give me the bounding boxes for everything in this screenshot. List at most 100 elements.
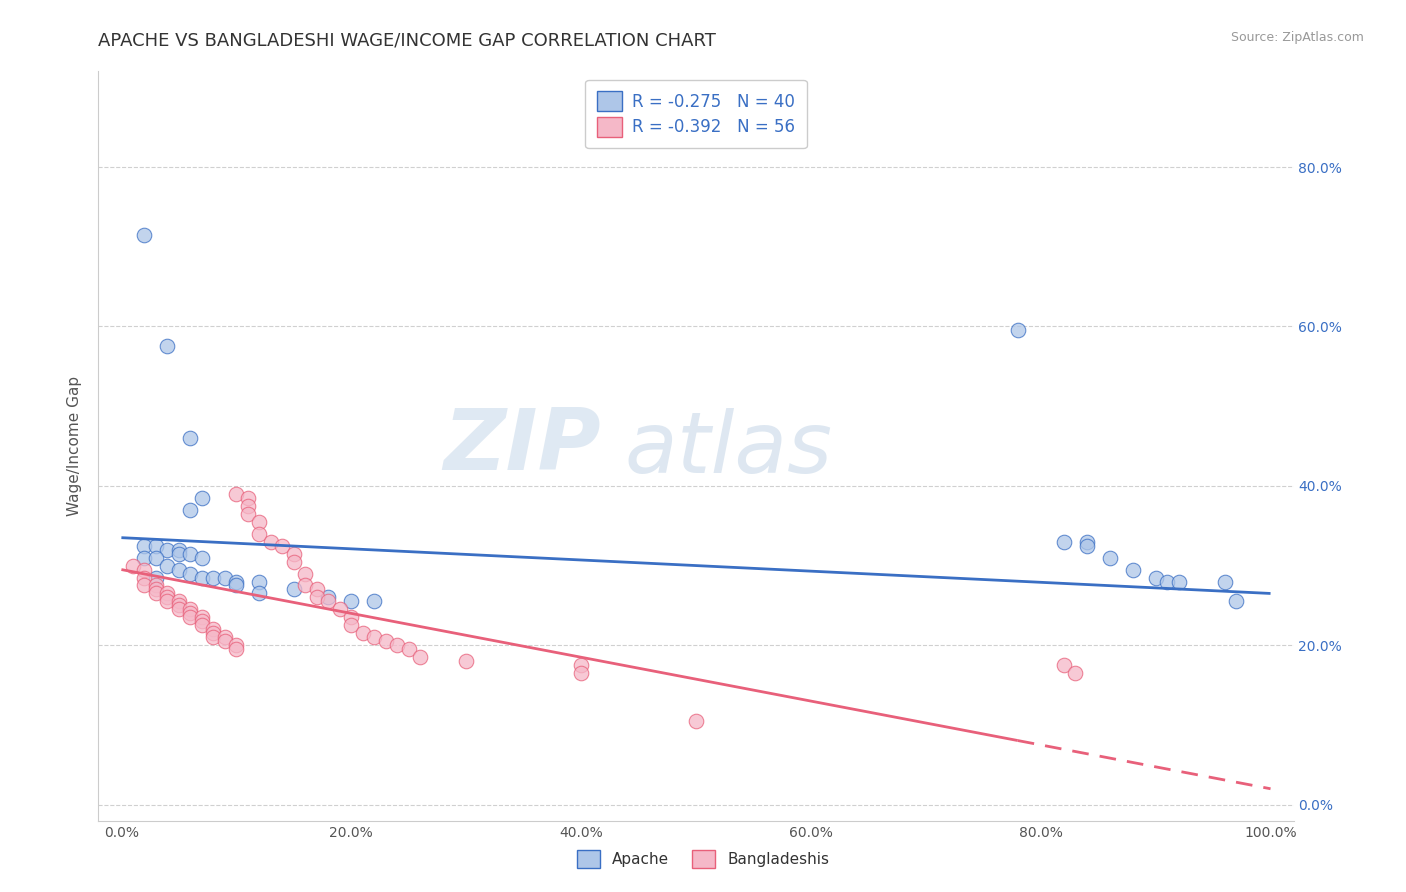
Point: [260, 534, 283, 549]
Point: [156, 558, 179, 573]
Point: [156, 339, 179, 353]
Point: [283, 555, 305, 569]
Point: [167, 563, 190, 577]
Text: Source: ZipAtlas.com: Source: ZipAtlas.com: [1230, 31, 1364, 45]
Point: [283, 547, 305, 561]
Point: [305, 582, 328, 597]
Point: [363, 594, 385, 608]
Point: [167, 602, 190, 616]
Point: [156, 591, 179, 605]
Point: [247, 526, 270, 541]
Point: [363, 630, 385, 644]
Point: [179, 431, 201, 445]
Point: [225, 638, 247, 652]
Point: [1156, 574, 1178, 589]
Point: [191, 610, 214, 624]
Point: [202, 570, 225, 584]
Text: ZIP: ZIP: [443, 404, 600, 488]
Point: [236, 491, 259, 505]
Legend: R = -0.275   N = 40, R = -0.392   N = 56: R = -0.275 N = 40, R = -0.392 N = 56: [585, 79, 807, 148]
Point: [1213, 574, 1236, 589]
Point: [247, 574, 270, 589]
Legend: Apache, Bangladeshis: Apache, Bangladeshis: [569, 843, 837, 875]
Point: [236, 499, 259, 513]
Point: [145, 539, 167, 553]
Point: [191, 491, 214, 505]
Point: [179, 566, 201, 581]
Point: [316, 594, 339, 608]
Point: [191, 570, 214, 584]
Point: [134, 570, 156, 584]
Text: APACHE VS BANGLADESHI WAGE/INCOME GAP CORRELATION CHART: APACHE VS BANGLADESHI WAGE/INCOME GAP CO…: [98, 31, 716, 49]
Point: [409, 650, 432, 665]
Point: [569, 666, 592, 681]
Point: [134, 550, 156, 565]
Point: [145, 578, 167, 592]
Point: [1098, 550, 1121, 565]
Point: [122, 558, 145, 573]
Point: [191, 618, 214, 632]
Point: [1122, 563, 1144, 577]
Point: [167, 594, 190, 608]
Point: [456, 654, 478, 668]
Point: [1053, 658, 1076, 673]
Point: [214, 570, 236, 584]
Point: [156, 586, 179, 600]
Point: [134, 563, 156, 577]
Point: [179, 502, 201, 516]
Point: [167, 599, 190, 613]
Point: [329, 602, 352, 616]
Point: [340, 618, 363, 632]
Point: [305, 591, 328, 605]
Point: [352, 626, 374, 640]
Point: [156, 594, 179, 608]
Point: [134, 227, 156, 242]
Point: [247, 586, 270, 600]
Point: [340, 594, 363, 608]
Point: [398, 642, 420, 657]
Text: atlas: atlas: [624, 409, 832, 491]
Point: [236, 507, 259, 521]
Point: [134, 539, 156, 553]
Point: [283, 582, 305, 597]
Point: [294, 578, 316, 592]
Point: [1225, 594, 1247, 608]
Point: [225, 574, 247, 589]
Point: [316, 591, 339, 605]
Point: [1053, 534, 1076, 549]
Point: [340, 610, 363, 624]
Point: [225, 578, 247, 592]
Y-axis label: Wage/Income Gap: Wage/Income Gap: [67, 376, 83, 516]
Point: [156, 542, 179, 557]
Point: [247, 515, 270, 529]
Point: [145, 586, 167, 600]
Point: [225, 487, 247, 501]
Point: [202, 630, 225, 644]
Point: [191, 550, 214, 565]
Point: [191, 615, 214, 629]
Point: [225, 642, 247, 657]
Point: [145, 582, 167, 597]
Point: [179, 547, 201, 561]
Point: [214, 634, 236, 648]
Point: [179, 602, 201, 616]
Point: [1064, 666, 1087, 681]
Point: [385, 638, 409, 652]
Point: [685, 714, 707, 728]
Point: [202, 623, 225, 637]
Point: [1076, 534, 1098, 549]
Point: [271, 539, 294, 553]
Point: [1007, 323, 1029, 337]
Point: [294, 566, 316, 581]
Point: [1144, 570, 1167, 584]
Point: [167, 547, 190, 561]
Point: [145, 550, 167, 565]
Point: [214, 630, 236, 644]
Point: [202, 626, 225, 640]
Point: [179, 607, 201, 621]
Point: [1076, 539, 1098, 553]
Point: [569, 658, 592, 673]
Point: [1167, 574, 1189, 589]
Point: [374, 634, 396, 648]
Point: [179, 610, 201, 624]
